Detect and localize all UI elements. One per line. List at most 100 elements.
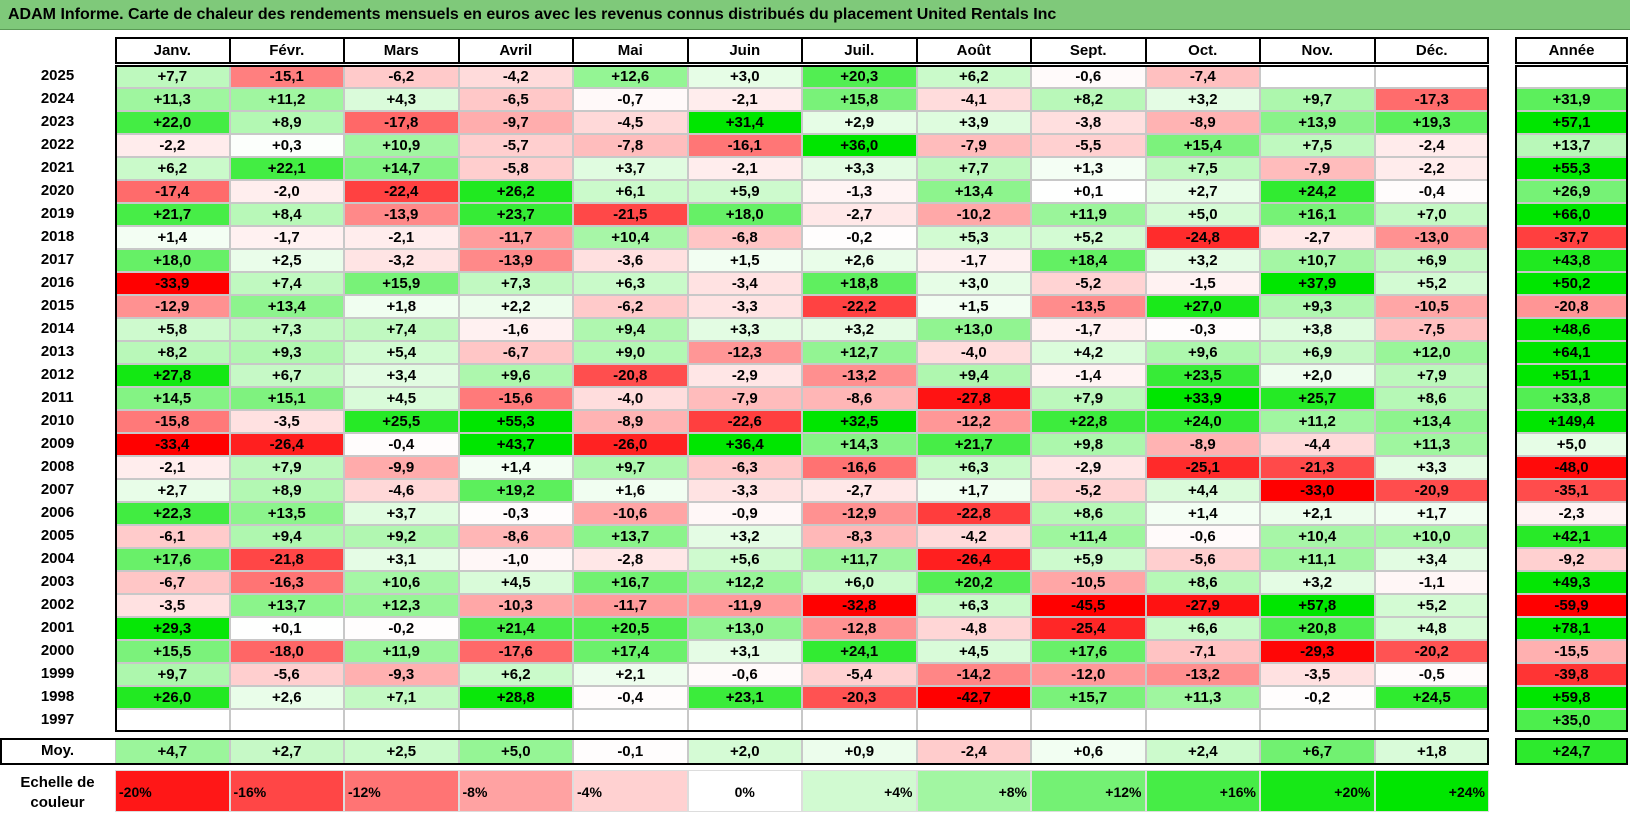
heatmap-cell xyxy=(573,709,688,732)
heatmap-cell: +27,8 xyxy=(115,364,230,387)
heatmap-cell: +2,0 xyxy=(1260,364,1375,387)
heatmap-cell: -8,6 xyxy=(802,387,917,410)
scale-swatch: 0% xyxy=(687,770,802,812)
heatmap-cell: +3,4 xyxy=(1374,548,1489,571)
heatmap-cell: +17,6 xyxy=(115,548,230,571)
heatmap-cell: +13,0 xyxy=(687,617,802,640)
heatmap-cell: +13,9 xyxy=(1260,111,1375,134)
heatmap-cell: +9,3 xyxy=(229,341,344,364)
heatmap-cell: -16,1 xyxy=(687,134,802,157)
heatmap-cell: +29,3 xyxy=(115,617,230,640)
heatmap-cell: +6,2 xyxy=(458,663,573,686)
heatmap-cell: +6,3 xyxy=(916,456,1031,479)
heatmap-cell xyxy=(1374,709,1489,732)
heatmap-cell: -2,8 xyxy=(573,548,688,571)
heatmap-cell: +3,7 xyxy=(344,502,459,525)
annual-cell: +43,8 xyxy=(1515,249,1628,272)
annual-cell: +66,0 xyxy=(1515,203,1628,226)
heatmap-cell: +8,6 xyxy=(1145,571,1260,594)
heatmap-cell: -26,0 xyxy=(573,433,688,456)
heatmap-cell xyxy=(1260,65,1375,88)
year-label: 2023 xyxy=(0,111,115,134)
heatmap-cell: -0,2 xyxy=(344,617,459,640)
heatmap-cell: -27,9 xyxy=(1145,594,1260,617)
heatmap-cell: +13,4 xyxy=(1374,410,1489,433)
heatmap-cell: -0,6 xyxy=(687,663,802,686)
heatmap-cell: +3,7 xyxy=(573,157,688,180)
heatmap-cell: +10,4 xyxy=(573,226,688,249)
heatmap-cell: +5,8 xyxy=(115,318,230,341)
heatmap-cell: -15,1 xyxy=(229,65,344,88)
heatmap-cell: -5,5 xyxy=(1031,134,1146,157)
year-label: 2020 xyxy=(0,180,115,203)
annual-cell: -35,1 xyxy=(1515,479,1628,502)
month-header: Mars xyxy=(344,37,459,64)
year-label: 2024 xyxy=(0,88,115,111)
heatmap-cell: -1,7 xyxy=(916,249,1031,272)
average-cell: +1,8 xyxy=(1374,738,1489,765)
annual-cell: +13,7 xyxy=(1515,134,1628,157)
heatmap-cell: +3,2 xyxy=(687,525,802,548)
year-label: 1999 xyxy=(0,663,115,686)
heatmap-cell: -22,2 xyxy=(802,295,917,318)
heatmap-cell: +20,5 xyxy=(573,617,688,640)
heatmap-cell xyxy=(1031,709,1146,732)
heatmap-cell: +2,5 xyxy=(229,249,344,272)
annual-cell: +31,9 xyxy=(1515,88,1628,111)
heatmap-cell: +0,3 xyxy=(229,134,344,157)
month-header: Nov. xyxy=(1260,37,1375,64)
heatmap-cell: -13,2 xyxy=(802,364,917,387)
annual-cell xyxy=(1515,65,1628,88)
heatmap-cell: +3,8 xyxy=(1260,318,1375,341)
heatmap-cell: +13,7 xyxy=(573,525,688,548)
heatmap-cell: +8,6 xyxy=(1031,502,1146,525)
heatmap-cell: -2,1 xyxy=(344,226,459,249)
year-label: 2005 xyxy=(0,525,115,548)
heatmap-cell: +7,5 xyxy=(1260,134,1375,157)
heatmap-cell: -3,2 xyxy=(344,249,459,272)
heatmap-cell: +4,4 xyxy=(1145,479,1260,502)
heatmap-cell: -11,7 xyxy=(573,594,688,617)
heatmap-cell: -8,9 xyxy=(1145,111,1260,134)
heatmap-cell: -1,1 xyxy=(1374,571,1489,594)
heatmap-cell: -3,3 xyxy=(687,479,802,502)
scale-swatch: +20% xyxy=(1260,770,1375,812)
heatmap-cell xyxy=(916,709,1031,732)
month-header: Juil. xyxy=(802,37,917,64)
scale-swatch: -20% xyxy=(115,770,230,812)
heatmap-cell: -2,7 xyxy=(1260,226,1375,249)
heatmap-cell: -13,9 xyxy=(344,203,459,226)
month-header: Juin xyxy=(687,37,802,64)
heatmap-cell: +1,6 xyxy=(573,479,688,502)
heatmap-cell: -3,5 xyxy=(229,410,344,433)
year-label: 2007 xyxy=(0,479,115,502)
heatmap-cell: -0,6 xyxy=(1145,525,1260,548)
heatmap-cell: -8,9 xyxy=(1145,433,1260,456)
heatmap-cell: -21,8 xyxy=(229,548,344,571)
heatmap-cell: +3,0 xyxy=(687,65,802,88)
year-label: 2010 xyxy=(0,410,115,433)
heatmap-cell: -17,4 xyxy=(115,180,230,203)
heatmap-cell: -21,5 xyxy=(573,203,688,226)
heatmap-cell: +4,8 xyxy=(1374,617,1489,640)
heatmap-cell: -4,6 xyxy=(344,479,459,502)
heatmap-cell: +3,1 xyxy=(687,640,802,663)
heatmap-cell: +21,4 xyxy=(458,617,573,640)
heatmap-cell: +16,7 xyxy=(573,571,688,594)
heatmap-cell: +12,7 xyxy=(802,341,917,364)
month-header: Oct. xyxy=(1145,37,1260,64)
heatmap-cell: +7,4 xyxy=(229,272,344,295)
year-label: 2002 xyxy=(0,594,115,617)
heatmap-cell: -7,5 xyxy=(1374,318,1489,341)
year-label: 2025 xyxy=(0,65,115,88)
annual-cell: +64,1 xyxy=(1515,341,1628,364)
scale-swatch: -16% xyxy=(229,770,344,812)
heatmap-cell: +8,6 xyxy=(1374,387,1489,410)
heatmap-cell: +6,1 xyxy=(573,180,688,203)
heatmap-cell: +13,4 xyxy=(916,180,1031,203)
heatmap-cell xyxy=(687,709,802,732)
heatmap-cell xyxy=(1145,709,1260,732)
average-cell: +2,7 xyxy=(229,738,344,765)
heatmap-cell: +10,0 xyxy=(1374,525,1489,548)
heatmap-cell: -6,2 xyxy=(344,65,459,88)
